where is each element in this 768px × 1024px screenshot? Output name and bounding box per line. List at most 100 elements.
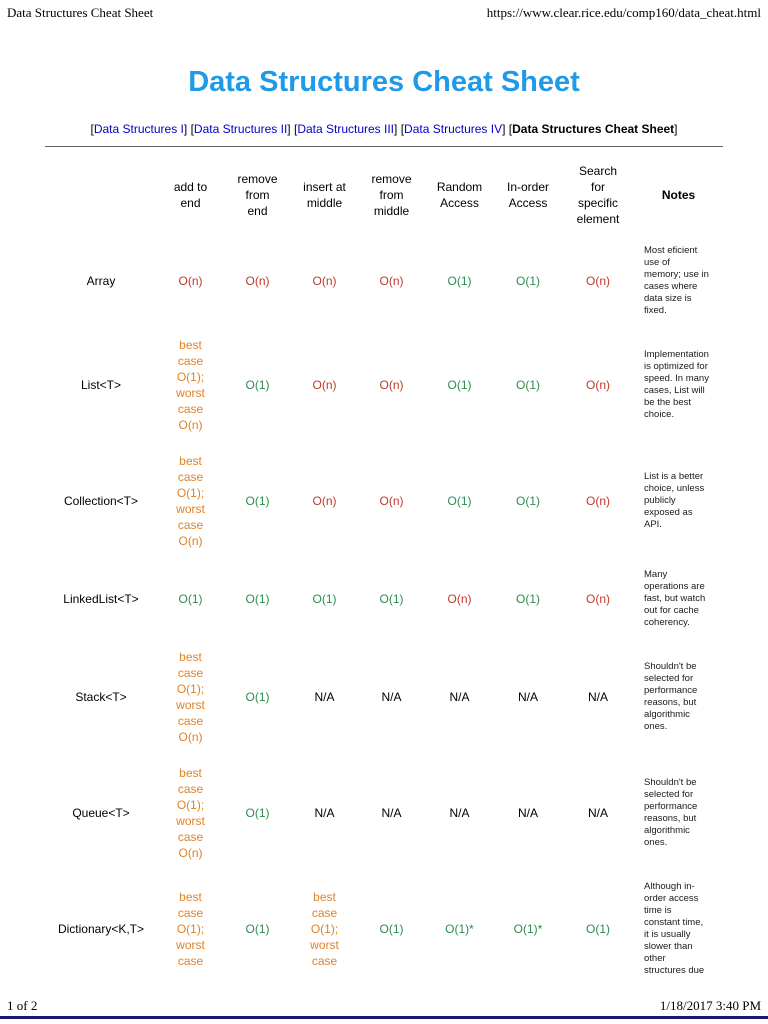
complexity-cell: O(n) <box>291 443 358 559</box>
complexity-value: N/A <box>381 690 402 704</box>
table-row: Dictionary<K,T> best case O(1); worst cas… <box>45 871 723 987</box>
print-timestamp: 1/18/2017 3:40 PM <box>659 998 761 1013</box>
complexity-value: O(1)* <box>445 922 474 936</box>
complexity-cell: O(n) <box>562 235 634 327</box>
nav-link[interactable]: Data Structures IV <box>404 122 503 136</box>
complexity-cell: O(1) <box>425 327 494 443</box>
complexity-value: O(1) <box>516 494 540 508</box>
complexity-value: O(1) <box>312 592 337 606</box>
complexity-value: O(n) <box>312 274 337 288</box>
complexity-cell: O(1) <box>224 559 291 639</box>
complexity-cell: N/A <box>494 639 562 755</box>
complexity-value: O(n) <box>586 494 610 508</box>
complexity-cell: O(1)* <box>494 871 562 987</box>
row-label: Dictionary<K,T> <box>57 922 145 936</box>
complexity-cell: O(n) <box>224 235 291 327</box>
complexity-value: N/A <box>449 690 470 704</box>
table-row: Queue<T> best case O(1); worst case O(n) O… <box>45 755 723 871</box>
nav-link[interactable]: Data Structures I <box>93 122 184 136</box>
complexity-cell: N/A <box>425 639 494 755</box>
complexity-cell: best case O(1); worst case <box>291 871 358 987</box>
complexity-value: N/A <box>517 690 538 704</box>
complexity-cell: N/A <box>562 639 634 755</box>
complexity-cell: O(1) <box>494 559 562 639</box>
complexity-cell: O(n) <box>358 327 425 443</box>
complexity-cell: O(1)* <box>425 871 494 987</box>
row-label: Queue<T> <box>72 806 130 820</box>
notes-cell: Implementation is optimized for speed. I… <box>644 349 709 420</box>
complexity-cell: O(1) <box>224 639 291 755</box>
print-header: Data Structures Cheat Sheet https://www.… <box>7 5 761 21</box>
nav-link[interactable]: Data Structures II <box>193 122 288 136</box>
complexity-value: O(1) <box>178 592 203 606</box>
complexity-cell: O(1) <box>358 871 425 987</box>
complexity-value: O(1) <box>379 922 404 936</box>
complexity-value: O(1) <box>447 274 472 288</box>
print-footer: 1 of 2 1/18/2017 3:40 PM <box>7 998 761 1014</box>
complexity-value: O(1) <box>447 494 472 508</box>
complexity-cell: O(1) <box>224 755 291 871</box>
complexity-value: O(1) <box>447 378 472 392</box>
complexity-cell: O(1) <box>562 871 634 987</box>
complexity-value: N/A <box>587 806 608 820</box>
page-content: Data Structures Cheat Sheet [Data Struct… <box>45 66 723 987</box>
complexity-value: O(n) <box>312 378 337 392</box>
table-row: Stack<T> best case O(1); worst case O(n) O… <box>45 639 723 755</box>
table-header-row: add to end remove from end insert at middl… <box>45 155 723 235</box>
complexity-cell: N/A <box>358 639 425 755</box>
complexity-cell: O(1) <box>494 327 562 443</box>
complexity-cell: N/A <box>291 755 358 871</box>
row-label: Collection<T> <box>63 494 139 508</box>
complexity-value: O(n) <box>178 274 203 288</box>
row-label: Stack<T> <box>75 690 127 704</box>
row-label: List<T> <box>80 378 122 392</box>
complexity-cell: best case O(1); worst case O(n) <box>157 755 224 871</box>
complexity-value: best case O(1); worst case <box>176 890 205 968</box>
complexity-cell: O(1) <box>224 327 291 443</box>
nav-item: [Data Structures II] <box>190 122 291 136</box>
complexity-value: O(1) <box>245 494 270 508</box>
nav-link[interactable]: Data Structures III <box>297 122 395 136</box>
complexity-value: O(n) <box>586 592 610 606</box>
complexity-value: best case O(1); worst case O(n) <box>176 454 205 548</box>
complexity-value: O(1) <box>245 922 270 936</box>
table-row: Array O(n) O(n) O(n) O(n) O(1) O(1) O(n) Most ef… <box>45 235 723 327</box>
bottom-border <box>0 1016 768 1019</box>
complexity-value: O(1) <box>516 378 540 392</box>
column-header: add to end <box>173 180 208 210</box>
complexity-cell: O(1) <box>291 559 358 639</box>
complexity-cell: best case O(1); worst case O(n) <box>157 327 224 443</box>
complexity-value: O(n) <box>312 494 337 508</box>
page-title: Data Structures Cheat Sheet <box>188 66 580 98</box>
complexity-cell: O(n) <box>562 443 634 559</box>
row-label: Array <box>86 274 116 288</box>
complexity-cell: O(1) <box>494 235 562 327</box>
column-header: remove from middle <box>371 172 412 218</box>
complexity-value: O(n) <box>447 592 472 606</box>
complexity-cell: O(n) <box>358 235 425 327</box>
complexity-value: O(n) <box>379 494 404 508</box>
complexity-cell: O(1) <box>358 559 425 639</box>
complexity-cell: O(1) <box>425 443 494 559</box>
complexity-cell: best case O(1); worst case <box>157 871 224 987</box>
complexity-value: O(1) <box>245 690 270 704</box>
complexity-cell: O(n) <box>425 559 494 639</box>
notes-cell: Although in-order access time is constan… <box>644 881 705 976</box>
complexity-value: N/A <box>381 806 402 820</box>
nav-item: [Data Structures I] <box>90 122 188 136</box>
complexity-value: O(1) <box>516 592 540 606</box>
complexity-value: N/A <box>314 806 335 820</box>
notes-cell: Shouldn't be selected for performance re… <box>644 661 698 732</box>
complexity-value: O(1) <box>586 922 610 936</box>
table-row: Collection<T> best case O(1); worst case … <box>45 443 723 559</box>
table-row: LinkedList<T> O(1) O(1) O(1) O(1) O(n) O(1) O(n… <box>45 559 723 639</box>
complexity-value: O(n) <box>245 274 270 288</box>
complexity-cell: best case O(1); worst case O(n) <box>157 639 224 755</box>
page-number: 1 of 2 <box>7 998 38 1013</box>
complexity-value: O(n) <box>586 378 610 392</box>
complexity-value: best case O(1); worst case O(n) <box>176 766 205 860</box>
column-header: remove from end <box>237 172 278 218</box>
complexity-cell: O(n) <box>291 235 358 327</box>
notes-cell: Shouldn't be selected for performance re… <box>644 777 698 848</box>
table-body: Array O(n) O(n) O(n) O(n) O(1) O(1) O(n) Most ef… <box>45 235 723 987</box>
